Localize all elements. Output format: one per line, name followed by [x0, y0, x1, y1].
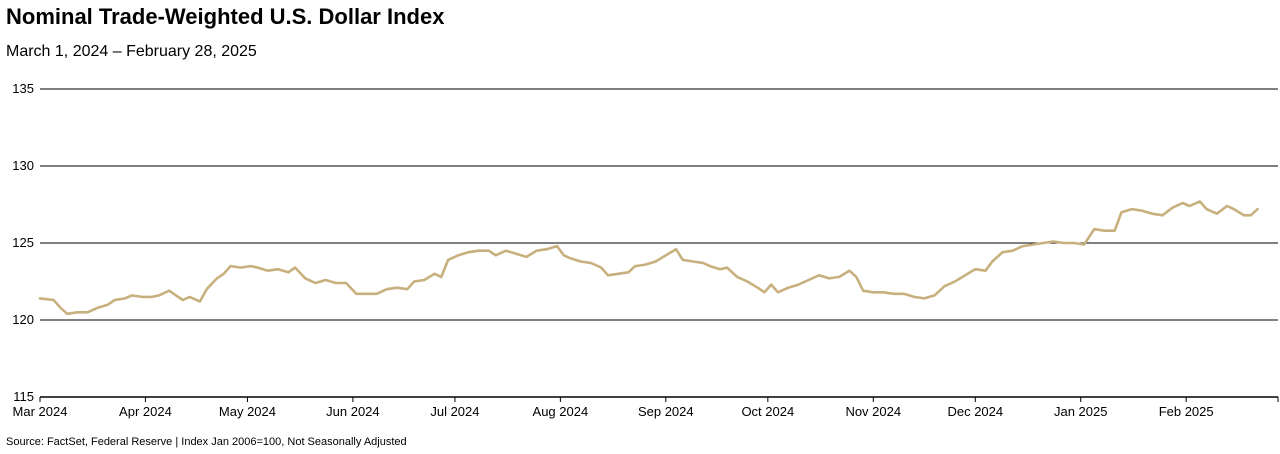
y-tick-label: 120	[12, 312, 34, 327]
gridlines	[40, 88, 1278, 321]
chart-subtitle: March 1, 2024 – February 28, 2025	[6, 43, 257, 60]
y-tick-label: 130	[12, 158, 34, 173]
x-tick-label: Mar 2024	[13, 404, 68, 419]
x-tick-label: Jun 2024	[326, 404, 380, 419]
x-axis: Mar 2024 Apr 2024 May 2024 Jun 2024 Jul 2024…	[13, 396, 1279, 419]
series-line	[38, 200, 1259, 316]
x-tick-label: Sep 2024	[638, 404, 694, 419]
x-tick-label: Jul 2024	[430, 404, 479, 419]
x-tick-label: Feb 2025	[1159, 404, 1214, 419]
x-tick-label: May 2024	[219, 404, 276, 419]
y-axis-labels: 115 120 125 130 135	[12, 81, 34, 404]
series-layer	[38, 200, 1259, 316]
x-tick-label: Apr 2024	[119, 404, 172, 419]
chart-title: Nominal Trade-Weighted U.S. Dollar Index	[6, 4, 445, 29]
x-tick-label: Aug 2024	[533, 404, 589, 419]
x-tick-label: Oct 2024	[741, 404, 794, 419]
source-note: Source: FactSet, Federal Reserve | Index…	[6, 436, 407, 448]
x-tick-label: Nov 2024	[845, 404, 901, 419]
y-tick-label: 135	[12, 81, 34, 96]
y-tick-label: 125	[12, 235, 34, 250]
x-tick-label: Dec 2024	[947, 404, 1003, 419]
y-tick-label: 115	[13, 389, 34, 404]
x-tick-label: Jan 2025	[1054, 404, 1108, 419]
